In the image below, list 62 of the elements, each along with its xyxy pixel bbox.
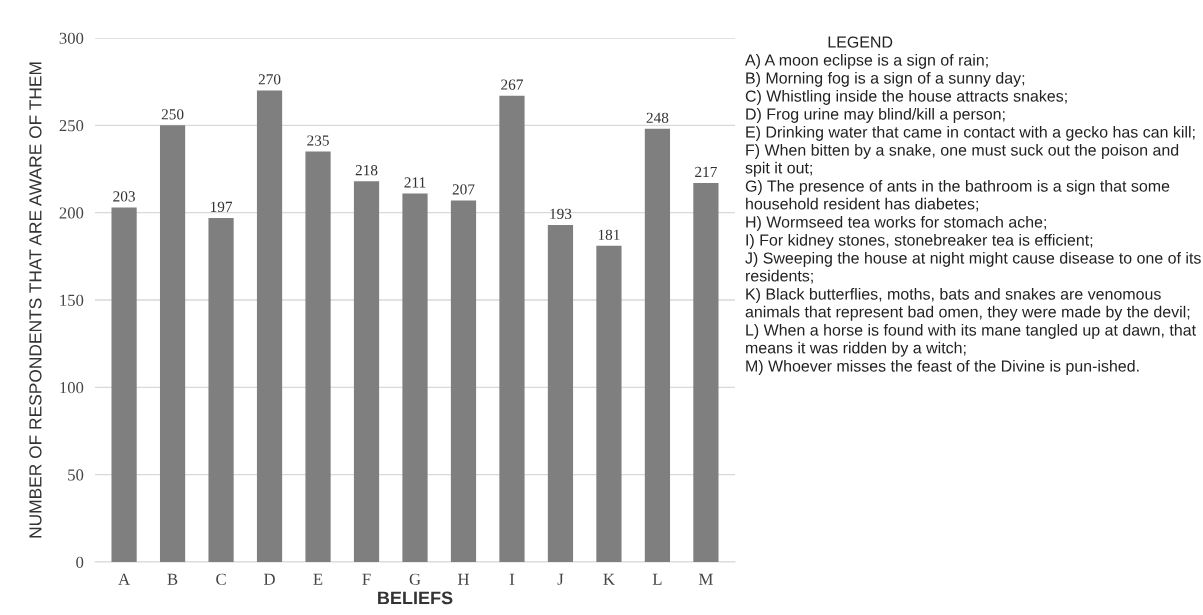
bar	[693, 182, 719, 562]
bar	[547, 224, 574, 562]
y-tick-label: 100	[60, 382, 84, 394]
y-tick-label: 150	[60, 294, 84, 306]
x-tick-label: A	[118, 573, 130, 585]
bar	[305, 151, 331, 562]
x-tick-label: D	[264, 573, 275, 585]
text: A) A moon eclipse is a sign of rain;	[745, 54, 988, 69]
data-label: 207	[452, 184, 475, 195]
text: M) Whoever misses the feast of the Divine is pun-ished.	[746, 360, 1139, 375]
y-tick-label: 0	[76, 556, 84, 568]
y-axis-title: NUMBER OF RESPONDENTS THAT ARE AWARE OF THEM	[29, 62, 42, 538]
data-label: 197	[210, 201, 233, 213]
bar	[353, 181, 380, 562]
data-label: 270	[258, 74, 281, 85]
text: C) Whistling inside the house attracts snakes;	[745, 90, 1067, 105]
text: I) For kidney stones, stonebreaker tea is efficient;	[746, 234, 1093, 249]
text: H) Wormseed tea works for stomach ache;	[746, 216, 1046, 231]
bar	[499, 95, 525, 562]
bar	[644, 128, 671, 562]
text: D) Frog urine may blind/kill a person;	[746, 108, 1005, 123]
x-tick-label: E	[313, 573, 323, 585]
data-label: 203	[113, 191, 135, 202]
text: J) Sweeping the house at night might cause disease to one of its residents;	[745, 252, 1201, 284]
data-label: 267	[501, 79, 523, 90]
text: K) Black butterflies, moths, bats and snakes are venomous animals that represent bad omen, they were made by the devil;	[745, 288, 1190, 321]
y-tick-label: 250	[59, 120, 84, 132]
x-tick-label: L	[652, 573, 662, 585]
bar	[208, 217, 234, 562]
bar	[111, 207, 137, 562]
data-label: 193	[550, 208, 572, 220]
x-tick-label: B	[167, 573, 178, 585]
text: L) When a horse is found with its mane tangled up at dawn, that means it was ridden by a witch;	[746, 324, 1196, 357]
data-label: 250	[161, 109, 184, 120]
bar	[256, 90, 283, 562]
text: B) Morning fog is a sign of a sunny day;	[746, 72, 1025, 87]
text: G) The presence of ants in the bathroom is a sign that some household resident has diabetes;	[745, 180, 1170, 212]
y-tick-label: 300	[59, 32, 84, 44]
text: LEGEND	[828, 36, 893, 48]
x-tick-label: C	[216, 573, 226, 585]
text: E) Drinking water that came in contact with a gecko has can kill;	[746, 126, 1195, 141]
x-tick-label: M	[698, 573, 713, 585]
data-label: 235	[307, 135, 329, 146]
text: F) When bitten by a snake, one must suck out the poison and spit it out;	[745, 144, 1179, 177]
data-label: 211	[404, 177, 426, 188]
data-label: 217	[695, 166, 717, 177]
bar	[450, 200, 477, 562]
data-label: 248	[646, 112, 669, 123]
bar	[159, 125, 186, 562]
data-label: 218	[355, 165, 378, 176]
bar	[402, 193, 428, 562]
x-axis-title: BELIEFS	[378, 591, 453, 605]
data-label: 181	[598, 229, 620, 240]
x-tick-label: F	[362, 573, 371, 585]
y-tick-label: 200	[59, 207, 84, 219]
x-tick-label: J	[557, 573, 564, 585]
x-tick-label: I	[509, 573, 515, 585]
bar	[596, 245, 622, 562]
x-tick-label: K	[603, 573, 615, 585]
x-tick-label: G	[409, 573, 421, 585]
y-tick-label: 50	[68, 469, 84, 481]
x-tick-label: H	[457, 573, 470, 585]
